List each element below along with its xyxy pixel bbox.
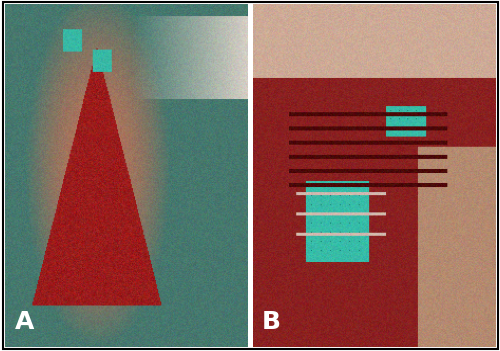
Text: A: A — [14, 310, 34, 334]
Text: B: B — [262, 310, 281, 334]
